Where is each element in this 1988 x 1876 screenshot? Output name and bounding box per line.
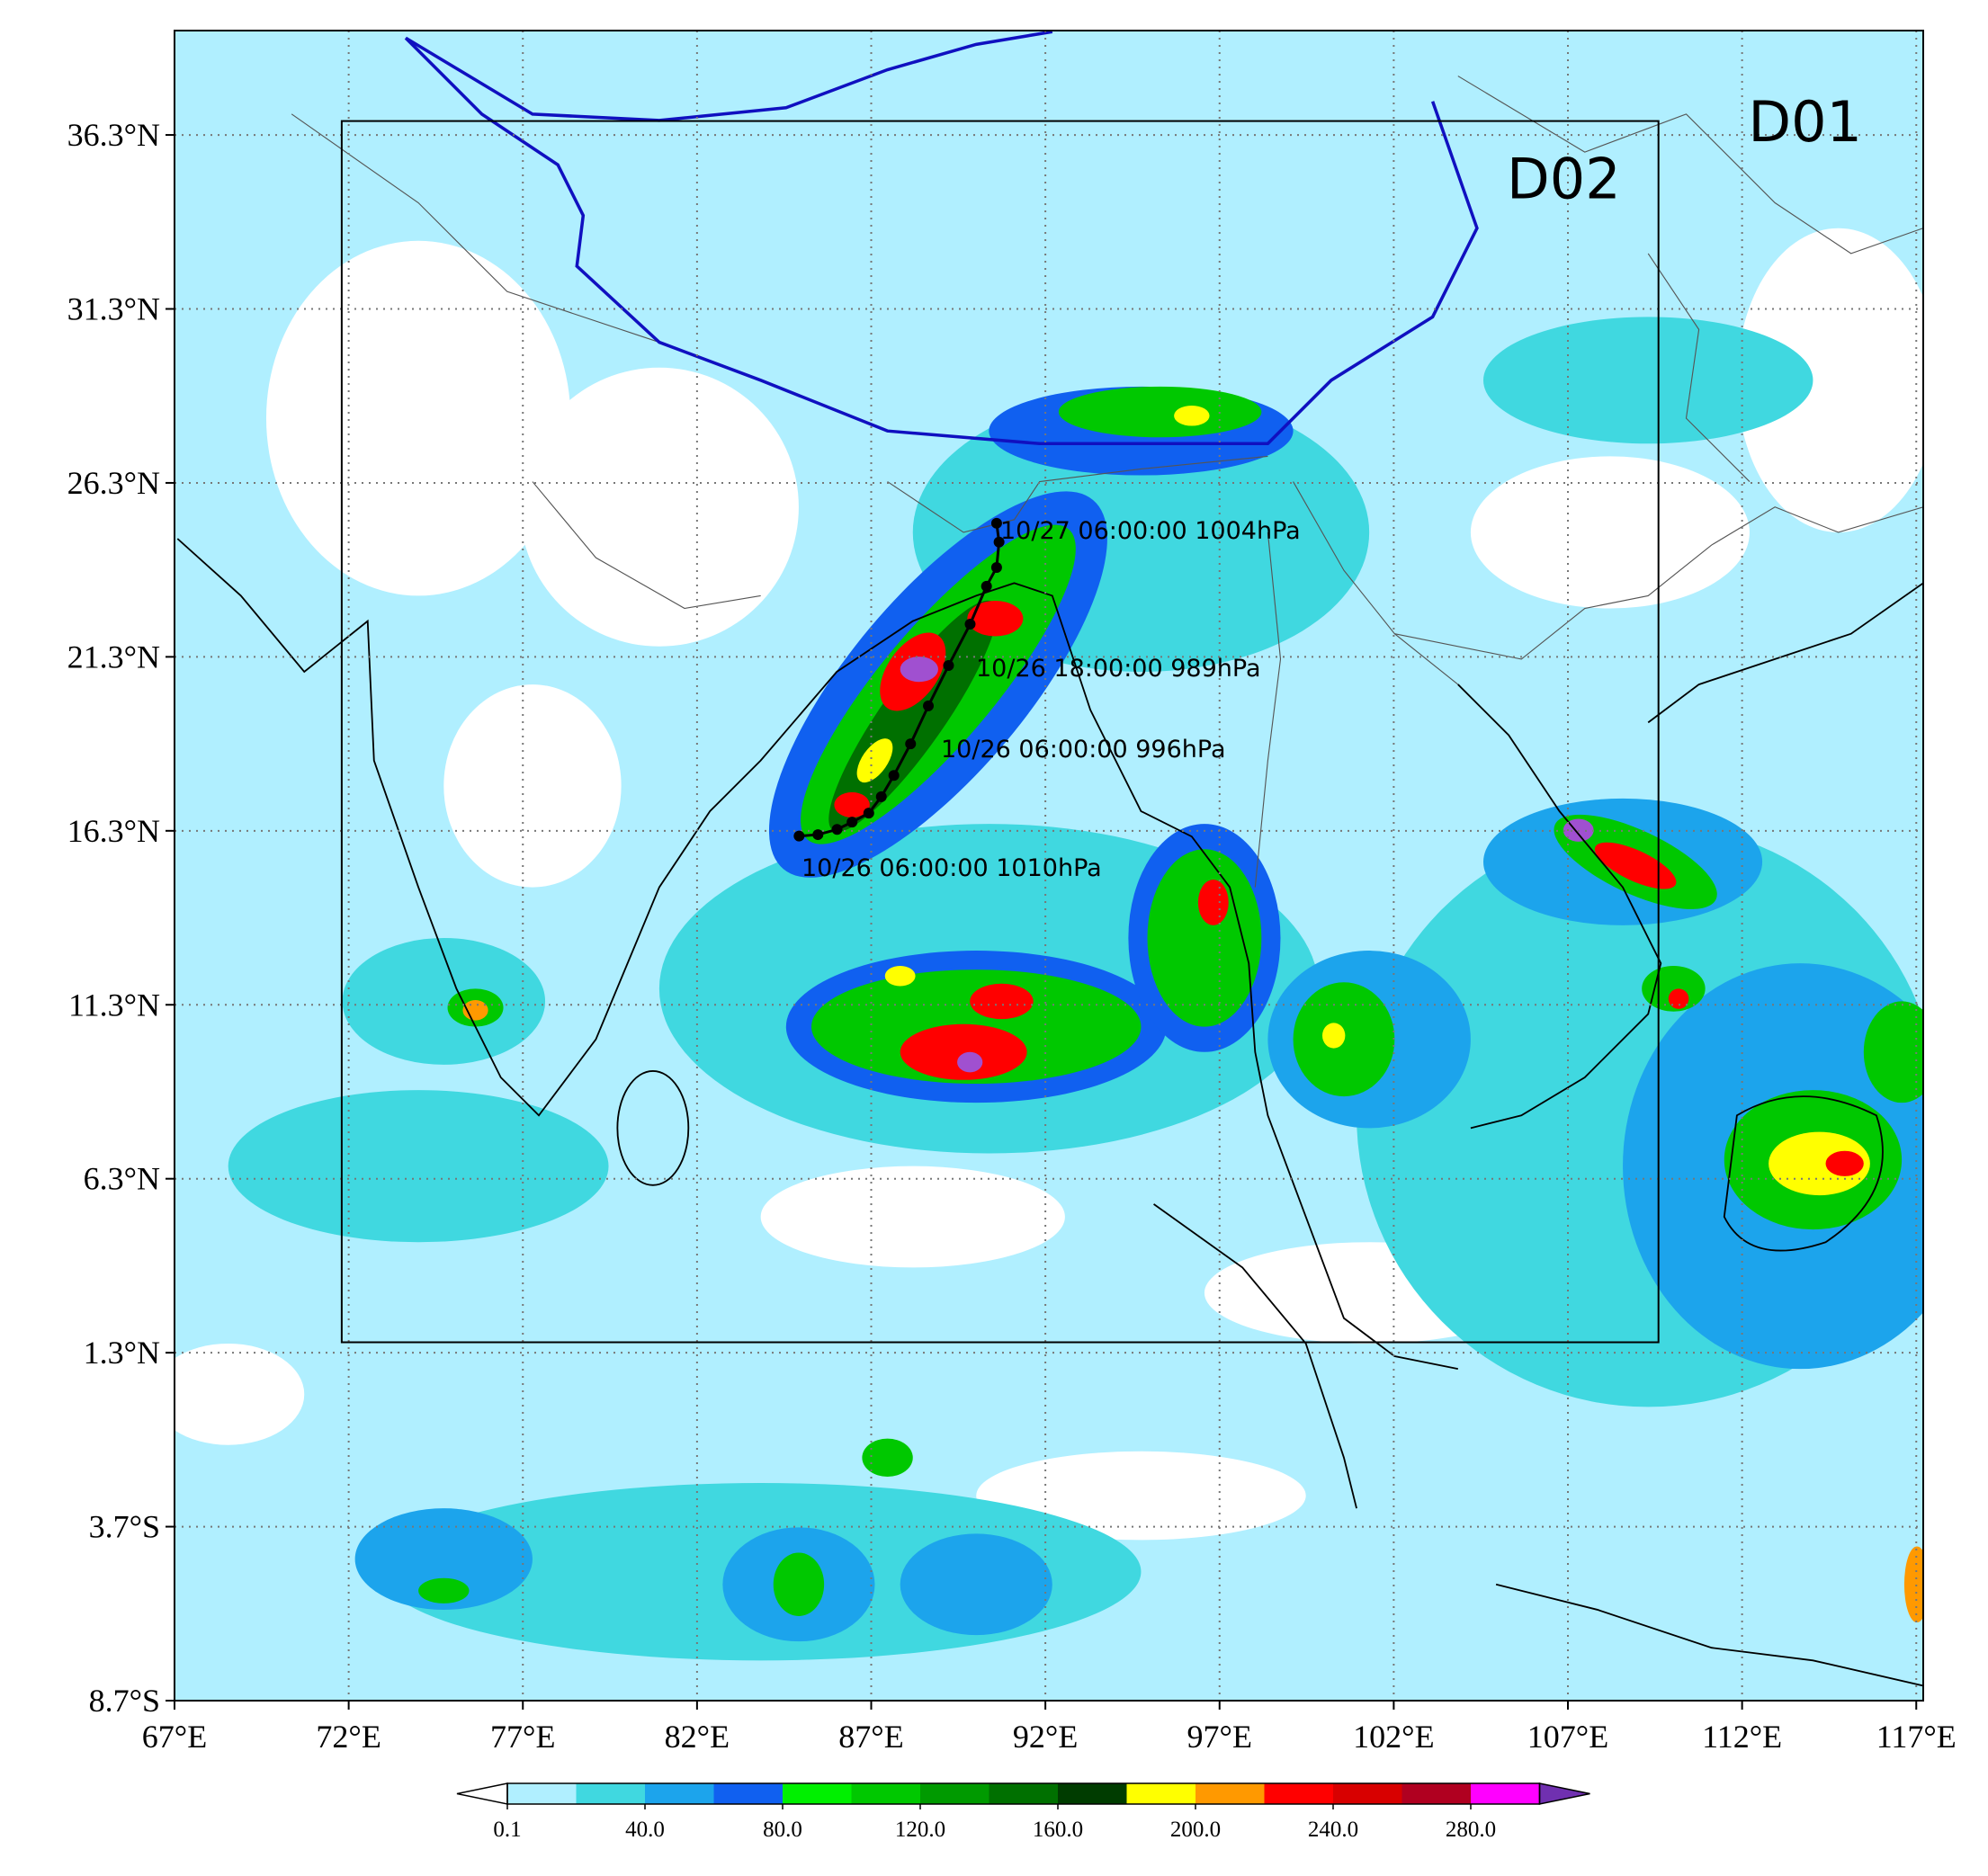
colorbar-segment — [851, 1783, 921, 1804]
y-tick-label: 26.3°N — [67, 465, 160, 501]
colorbar-tick-label: 120.0 — [895, 1818, 945, 1842]
map-frame — [174, 30, 1924, 1702]
y-tick-label: 3.7°S — [89, 1509, 160, 1545]
track-point — [888, 770, 900, 782]
track-annotation: 10/26 18:00:00 989hPa — [976, 655, 1261, 683]
colorbar-frame — [506, 1782, 1541, 1805]
x-tick-label: 97°E — [1187, 1719, 1252, 1755]
x-tick-label: 117°E — [1876, 1719, 1957, 1755]
colorbar-segment — [576, 1783, 646, 1804]
track-annotation: 10/27 06:00:00 1004hPa — [1000, 517, 1301, 545]
colorbar-segment — [1333, 1783, 1402, 1804]
y-tick-label: 36.3°N — [67, 117, 160, 153]
y-tick-label: 11.3°N — [68, 987, 160, 1023]
colorbar-tick-label: 40.0 — [625, 1818, 665, 1842]
colorbar-segment — [1264, 1783, 1334, 1804]
colorbar-over — [1538, 1782, 1590, 1805]
coastlines — [176, 31, 1923, 1687]
domain-label: D01 — [1748, 89, 1862, 155]
x-tick-label: 82°E — [665, 1719, 730, 1755]
track-point — [812, 829, 824, 841]
x-tick-label: 77°E — [490, 1719, 555, 1755]
y-tick-label: 1.3°N — [84, 1335, 160, 1371]
colorbar-segment — [507, 1783, 577, 1804]
colorbar-segment — [989, 1783, 1059, 1804]
y-tick-label: 31.3°N — [67, 291, 160, 327]
colorbar-segment — [1058, 1783, 1127, 1804]
colorbar-segment — [1195, 1783, 1265, 1804]
x-tick-label: 87°E — [838, 1719, 903, 1755]
track-annotation: 10/26 06:00:00 996hPa — [941, 736, 1226, 764]
track-point — [875, 791, 887, 802]
track-point — [831, 824, 843, 835]
track-point — [990, 561, 1002, 573]
track-point — [990, 517, 1002, 529]
colorbar-segment — [1471, 1783, 1540, 1804]
rain-field — [175, 228, 1923, 1661]
x-tick-label: 102°E — [1353, 1719, 1434, 1755]
colorbar-segment — [1126, 1783, 1196, 1804]
track-point — [981, 580, 992, 592]
y-tick-label: 6.3°N — [84, 1161, 160, 1197]
colorbar-tick-label: 240.0 — [1308, 1818, 1358, 1842]
domain-label: D02 — [1507, 147, 1621, 212]
track-point — [964, 619, 976, 630]
x-tick-label: 72°E — [316, 1719, 381, 1755]
colorbar-tick-label: 160.0 — [1033, 1818, 1083, 1842]
colorbar-segment — [920, 1783, 990, 1804]
track-point — [793, 830, 805, 842]
overlay: D01 D02 10/27 06:00:00 1004hPa 10/26 18:00:… — [340, 89, 1862, 1344]
colorbar-tick-label: 80.0 — [763, 1818, 802, 1842]
y-tick-label: 21.3°N — [67, 639, 160, 674]
track-point — [905, 738, 917, 750]
track-point — [846, 817, 858, 828]
colorbar: 0.1 40.0 80.0 120.0 160.0 200.0 240.0 280.0 — [456, 1782, 1590, 1842]
track-annotation: 10/26 06:00:00 1010hPa — [801, 854, 1102, 882]
colorbar-segment — [783, 1783, 852, 1804]
x-tick-label: 112°E — [1702, 1719, 1782, 1755]
colorbar-segment — [1401, 1783, 1472, 1804]
track-point — [863, 808, 874, 819]
track-point — [993, 536, 1005, 548]
colorbar-tick-label: 280.0 — [1446, 1818, 1496, 1842]
track-point — [943, 660, 954, 672]
colorbar-tick-label: 200.0 — [1170, 1818, 1221, 1842]
axes: 67°E 72°E 77°E 82°E 87°E 92°E 97°E 102°E 107°E 11… — [67, 117, 1957, 1755]
colorbar-segment — [645, 1783, 714, 1804]
x-tick-label: 107°E — [1527, 1719, 1608, 1755]
x-tick-label: 92°E — [1013, 1719, 1078, 1755]
y-tick-label: 8.7°S — [89, 1683, 160, 1719]
colorbar-segment — [713, 1783, 784, 1804]
domain-box — [340, 120, 1660, 1344]
track-point — [923, 700, 935, 711]
colorbar-tick-label: 0.1 — [493, 1818, 521, 1842]
x-tick-label: 67°E — [142, 1719, 207, 1755]
colorbar-under — [456, 1782, 508, 1805]
y-tick-label: 16.3°N — [67, 813, 160, 849]
